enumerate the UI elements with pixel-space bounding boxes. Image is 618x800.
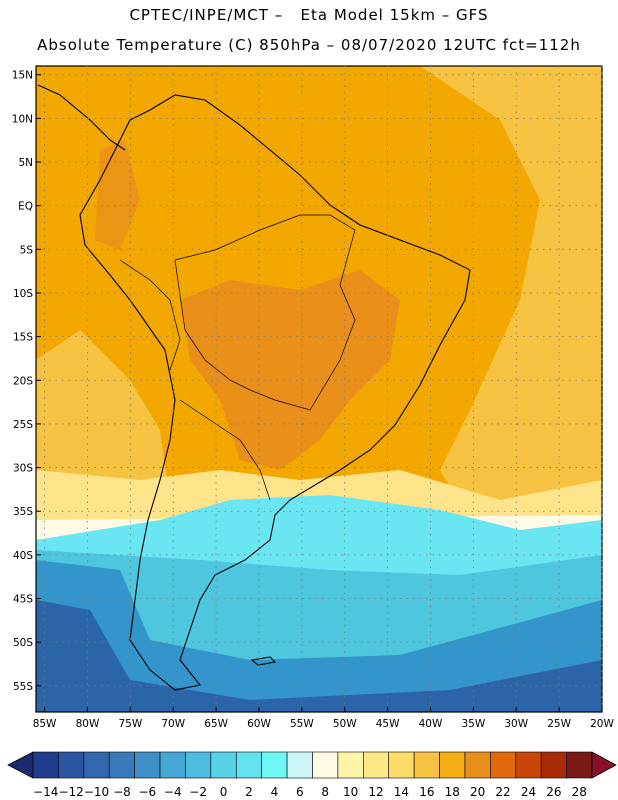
lat-label: 30S bbox=[13, 463, 33, 475]
colorbar-swatch bbox=[58, 751, 85, 779]
temperature-field bbox=[36, 66, 602, 712]
colorbar-swatch bbox=[439, 751, 466, 779]
lon-label: 30W bbox=[504, 718, 528, 730]
colorbar-label: 26 bbox=[546, 785, 561, 799]
colorbar-label: 18 bbox=[445, 785, 460, 799]
lon-label: 85W bbox=[33, 718, 57, 730]
colorbar-swatch bbox=[566, 751, 593, 779]
lat-label: 5N bbox=[18, 157, 33, 169]
colorbar-swatch bbox=[235, 751, 262, 779]
colorbar-label: 2 bbox=[245, 785, 253, 799]
lat-label: 55S bbox=[13, 681, 33, 693]
lat-label: 35S bbox=[13, 506, 33, 518]
colorbar-swatch bbox=[337, 751, 364, 779]
lon-label: 35W bbox=[461, 718, 485, 730]
lat-label: 50S bbox=[13, 637, 33, 649]
colorbar-swatch bbox=[464, 751, 491, 779]
colorbar-swatch bbox=[159, 751, 186, 779]
grid-lines bbox=[36, 66, 603, 712]
lon-label: 80W bbox=[76, 718, 100, 730]
colorbar-swatch bbox=[540, 751, 567, 779]
colorbar-label: 28 bbox=[572, 785, 587, 799]
argentina-border bbox=[179, 399, 271, 501]
lon-label: 55W bbox=[290, 718, 314, 730]
colorbar-label: 0 bbox=[220, 785, 228, 799]
colorbar-label: 12 bbox=[368, 785, 383, 799]
colorbar-swatch bbox=[83, 751, 110, 779]
lon-label: 20W bbox=[590, 718, 614, 730]
country-borders bbox=[119, 214, 356, 501]
lat-label: EQ bbox=[18, 201, 33, 213]
colorbar-swatch bbox=[312, 751, 339, 779]
colorbar-label: 10 bbox=[343, 785, 358, 799]
field-mild-west bbox=[36, 330, 170, 520]
colorbar-swatch bbox=[185, 751, 212, 779]
coastlines bbox=[37, 84, 471, 691]
lon-label: 50W bbox=[333, 718, 357, 730]
colorbar-label: 14 bbox=[394, 785, 409, 799]
lat-label: 45S bbox=[13, 594, 33, 606]
colorbar-swatch bbox=[210, 751, 237, 779]
central-america-coastline bbox=[37, 84, 126, 151]
colorbar-label: 8 bbox=[321, 785, 329, 799]
lat-label: 5S bbox=[20, 244, 34, 256]
colorbar-swatch bbox=[490, 751, 517, 779]
brazil-border bbox=[174, 214, 356, 411]
colorbar-low-arrow bbox=[7, 751, 34, 779]
lon-label: 25W bbox=[547, 718, 571, 730]
latitude-labels: 15N 10N 5N EQ 5S 10S 15S 20S 25S 30S 35S 40S 45S 50S 5… bbox=[12, 70, 34, 693]
lat-label: 40S bbox=[13, 550, 33, 562]
colorbar-label: −4 bbox=[164, 785, 182, 799]
lon-label: 75W bbox=[118, 718, 142, 730]
lat-label: 15N bbox=[12, 70, 33, 82]
lon-label: 40W bbox=[419, 718, 443, 730]
colorbar-label: −10 bbox=[84, 785, 109, 799]
south-america-coastline bbox=[79, 94, 471, 691]
colorbar-label: −2 bbox=[189, 785, 207, 799]
colorbar-swatch bbox=[32, 751, 59, 779]
chart-title-line1: CPTEC/INPE/MCT – Eta Model 15km – GFS bbox=[129, 6, 489, 24]
lon-label: 65W bbox=[204, 718, 228, 730]
colorbar-label: 6 bbox=[296, 785, 304, 799]
colorbar: −14 −12 −10 −8 −6 −4 −2 0 2 4 6 8 10 12 14 16 18 20 22 24 26… bbox=[7, 751, 617, 799]
lat-label: 20S bbox=[13, 375, 33, 387]
colorbar-swatch bbox=[363, 751, 390, 779]
colorbar-swatch bbox=[261, 751, 288, 779]
colorbar-swatch bbox=[515, 751, 542, 779]
lat-label: 10S bbox=[13, 288, 33, 300]
lon-label: 60W bbox=[247, 718, 271, 730]
longitude-labels: 85W 80W 75W 70W 65W 60W 55W 50W 45W 40W 35W 30W 25W 2… bbox=[33, 718, 615, 730]
colorbar-label: 16 bbox=[419, 785, 434, 799]
map-frame bbox=[35, 65, 603, 713]
field-cold3 bbox=[36, 560, 602, 712]
colorbar-swatch bbox=[413, 751, 440, 779]
lat-label: 15S bbox=[13, 332, 33, 344]
colorbar-label: −6 bbox=[138, 785, 156, 799]
field-mild-east bbox=[420, 66, 602, 520]
colorbar-label: −8 bbox=[113, 785, 131, 799]
lat-label: 25S bbox=[13, 419, 33, 431]
chart-title-line2: Absolute Temperature (C) 850hPa – 08/07/… bbox=[37, 36, 581, 54]
colorbar-label: 20 bbox=[470, 785, 485, 799]
colorbar-swatch bbox=[286, 751, 313, 779]
lon-label: 45W bbox=[376, 718, 400, 730]
colorbar-label: 4 bbox=[271, 785, 279, 799]
colorbar-label: −12 bbox=[58, 785, 83, 799]
lat-label: 10N bbox=[12, 113, 33, 125]
colorbar-label: 24 bbox=[521, 785, 536, 799]
andean-border bbox=[119, 259, 181, 371]
lon-label: 70W bbox=[161, 718, 185, 730]
field-cold4 bbox=[36, 600, 602, 712]
colorbar-swatch bbox=[108, 751, 135, 779]
falklands-coastline bbox=[250, 656, 277, 666]
colorbar-swatch bbox=[134, 751, 161, 779]
colorbar-label: 22 bbox=[495, 785, 510, 799]
colorbar-swatch bbox=[388, 751, 415, 779]
colorbar-label: −14 bbox=[33, 785, 58, 799]
colorbar-high-arrow bbox=[591, 751, 617, 779]
